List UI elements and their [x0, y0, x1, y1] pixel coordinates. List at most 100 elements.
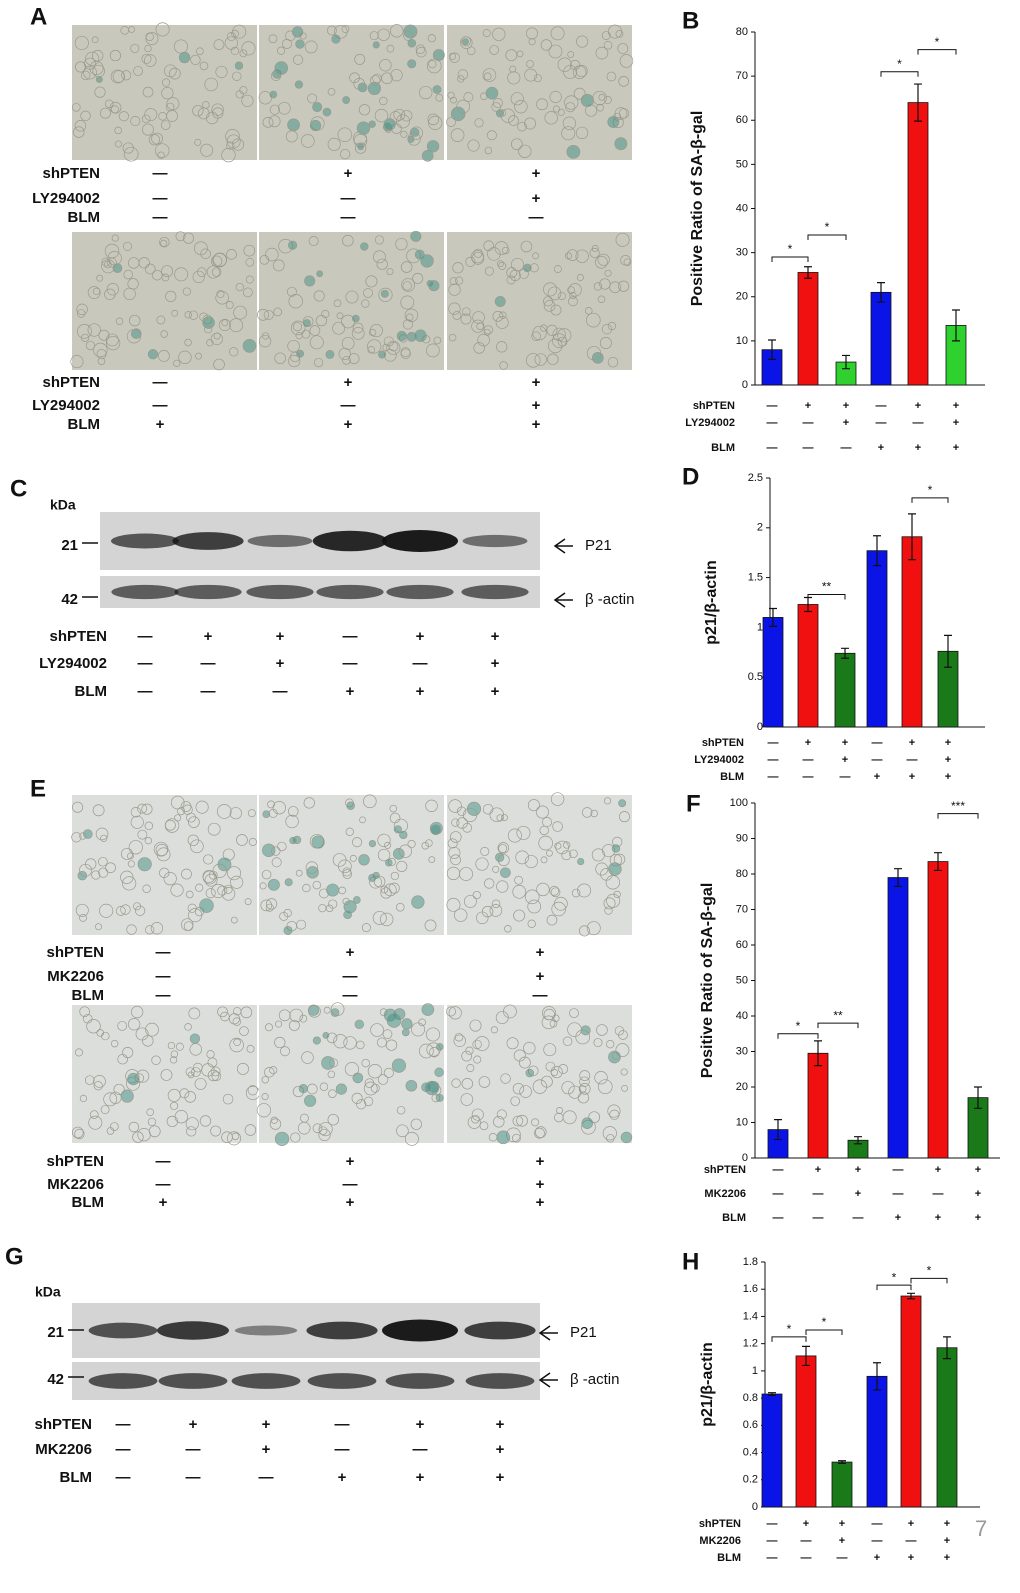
cell — [612, 1051, 621, 1060]
cell — [308, 1004, 320, 1016]
significance-label: * — [928, 483, 933, 497]
cell — [129, 314, 141, 327]
cell — [535, 805, 549, 819]
condition-sign: — — [335, 1416, 350, 1433]
cell — [144, 54, 157, 67]
cell — [527, 799, 540, 812]
cell — [351, 327, 365, 340]
condition-sign: + — [805, 400, 811, 412]
y-tick-label: 70 — [736, 70, 748, 82]
cell — [147, 349, 159, 360]
cell — [596, 103, 604, 112]
cell — [428, 856, 436, 864]
condition-sign: + — [532, 165, 541, 182]
condition-sign: + — [909, 771, 915, 783]
cell — [617, 43, 629, 54]
cell — [202, 101, 210, 109]
cell — [226, 141, 235, 150]
cell — [110, 69, 125, 84]
cell — [148, 134, 161, 146]
cell — [348, 353, 360, 365]
condition-sign: — — [153, 397, 168, 414]
cell — [500, 867, 511, 878]
error-bar — [974, 1086, 982, 1109]
cell — [236, 834, 248, 846]
cell — [305, 861, 319, 874]
cell — [597, 295, 606, 304]
cell — [449, 277, 458, 286]
cell — [525, 27, 539, 40]
cell — [110, 1122, 119, 1131]
condition-sign: + — [855, 1188, 861, 1200]
cell — [101, 1031, 110, 1041]
cell — [80, 333, 90, 343]
cell — [243, 244, 256, 257]
cell — [357, 143, 365, 151]
cell — [196, 47, 204, 56]
band — [88, 1322, 158, 1339]
cell — [99, 107, 111, 119]
condition-sign: + — [262, 1416, 271, 1433]
condition-sign: — — [767, 417, 778, 429]
cell — [355, 142, 367, 154]
cell — [594, 1070, 608, 1085]
cell — [256, 1103, 272, 1118]
cell — [568, 283, 582, 297]
error-bar — [944, 634, 952, 668]
cell — [359, 816, 366, 824]
condition-sign: — — [872, 737, 883, 749]
y-tick-label: 90 — [736, 832, 748, 844]
cell — [597, 253, 610, 266]
cell — [609, 281, 621, 294]
cell — [202, 316, 215, 329]
cell — [136, 1069, 150, 1083]
y-tick-label: 0.8 — [743, 1392, 758, 1404]
condition-sign: + — [935, 1212, 941, 1224]
bar — [797, 272, 819, 386]
condition-sign: — — [767, 400, 778, 412]
condition-sign: + — [276, 655, 285, 672]
cell — [80, 110, 91, 122]
cell — [378, 350, 387, 359]
cell — [498, 261, 507, 271]
error-bar — [873, 1362, 881, 1391]
condition-label: shPTEN — [704, 1164, 746, 1176]
cell — [122, 1047, 134, 1059]
cell — [270, 70, 282, 81]
cell — [137, 857, 152, 872]
cell — [230, 916, 238, 924]
cell — [229, 807, 242, 820]
cell — [396, 330, 408, 342]
band — [464, 1321, 536, 1340]
cell — [579, 1085, 587, 1093]
cell — [430, 824, 441, 835]
cell — [157, 349, 170, 362]
cell — [395, 237, 408, 251]
cell — [288, 354, 301, 368]
y-tick-label: 0.4 — [743, 1446, 758, 1458]
cell — [372, 910, 387, 925]
cell — [524, 117, 537, 130]
cell — [399, 830, 408, 840]
cell — [205, 888, 216, 899]
cell — [184, 1091, 197, 1103]
cell — [593, 282, 603, 291]
cell — [120, 870, 134, 884]
cell — [618, 280, 630, 292]
cell — [160, 120, 171, 130]
bar — [807, 1052, 829, 1159]
cell — [211, 267, 222, 277]
cell — [623, 258, 632, 266]
panel-letter: H — [682, 1248, 699, 1275]
cell — [333, 299, 342, 308]
condition-sign: — — [341, 190, 356, 207]
condition-label: MK2206 — [699, 1535, 741, 1547]
cell — [74, 1048, 84, 1057]
significance-label: * — [796, 1019, 801, 1033]
band — [234, 1325, 298, 1336]
cell — [475, 857, 489, 871]
cell — [230, 875, 244, 889]
cell — [75, 61, 87, 73]
cell — [215, 290, 229, 305]
condition-sign: + — [204, 628, 213, 645]
